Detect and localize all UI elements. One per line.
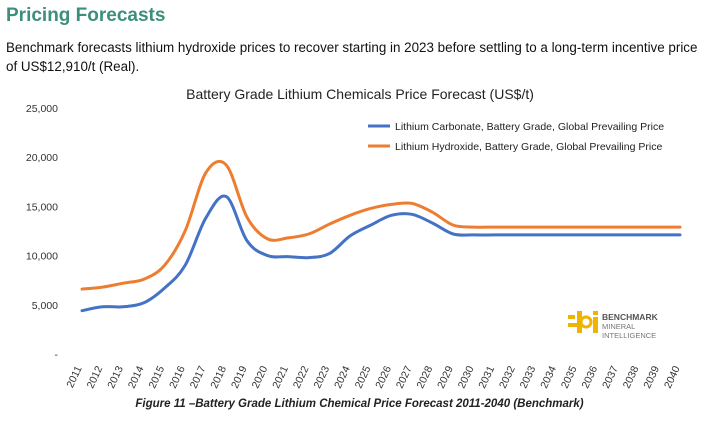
legend-label: Lithium Carbonate, Battery Grade, Global… (395, 121, 664, 133)
series-line (80, 194, 682, 313)
logo-line-3: INTELLIGENCE (602, 331, 656, 340)
x-tick-label: 2013 (105, 364, 126, 390)
x-tick-label: 2036 (579, 364, 600, 390)
x-tick-label: 2026 (373, 364, 394, 390)
y-tick-label: 5,000 (32, 300, 58, 312)
x-tick-label: 2025 (353, 364, 374, 390)
x-tick-label: 2016 (167, 364, 188, 390)
x-tick-label: 2033 (518, 364, 539, 390)
logo-line-1: BENCHMARK (602, 312, 659, 322)
x-tick-label: 2030 (456, 364, 477, 390)
x-tick-label: 2023 (311, 364, 332, 390)
x-tick-label: 2039 (641, 364, 662, 390)
x-tick-label: 2040 (662, 364, 683, 390)
page-subtitle: Benchmark forecasts lithium hydroxide pr… (6, 40, 698, 74)
x-tick-label: 2024 (332, 364, 353, 390)
x-axis: 2011 2012 2013 2014 2015 2016 2017 2018 2019 2020… (64, 364, 682, 390)
x-tick-label: 2019 (229, 364, 250, 390)
x-tick-label: 2021 (270, 364, 291, 390)
x-tick-label: 2017 (188, 364, 209, 390)
x-tick-label: 2015 (146, 364, 167, 390)
x-tick-label: 2029 (435, 364, 456, 390)
logo-line-2: MINERAL (602, 322, 635, 331)
series-line (80, 159, 682, 291)
figure-caption: Figure 11 –Battery Grade Lithium Chemica… (135, 398, 584, 410)
x-tick-label: 2020 (250, 364, 271, 390)
legend: Lithium Carbonate, Battery Grade, Global… (368, 121, 664, 153)
benchmark-logo-icon (568, 311, 598, 333)
x-tick-label: 2011 (64, 364, 84, 390)
y-tick-label: 20,000 (26, 152, 58, 164)
y-tick-label: 10,000 (26, 251, 58, 263)
x-tick-label: 2037 (600, 364, 621, 390)
legend-label: Lithium Hydroxide, Battery Grade, Global… (395, 141, 662, 153)
x-tick-label: 2031 (476, 364, 497, 390)
y-axis: - 5,000 10,000 15,000 20,000 25,000 (26, 103, 59, 361)
chart-title: Battery Grade Lithium Chemicals Price Fo… (186, 86, 534, 102)
x-tick-label: 2012 (85, 364, 106, 390)
x-tick-label: 2035 (559, 364, 580, 390)
x-tick-label: 2032 (497, 364, 518, 390)
x-tick-label: 2022 (291, 364, 312, 390)
benchmark-logo: BENCHMARK MINERAL INTELLIGENCE (568, 311, 659, 340)
x-tick-label: 2027 (394, 364, 415, 390)
series-lines (80, 159, 682, 313)
price-forecast-chart: Battery Grade Lithium Chemicals Price Fo… (26, 86, 683, 390)
page-heading: Pricing Forecasts (6, 5, 166, 26)
x-tick-label: 2014 (126, 364, 147, 390)
x-tick-label: 2018 (208, 364, 229, 390)
y-tick-label: 15,000 (26, 201, 58, 213)
x-tick-label: 2034 (538, 364, 559, 390)
y-tick-label: 25,000 (26, 103, 58, 115)
y-tick-label: - (55, 349, 59, 361)
x-tick-label: 2028 (415, 364, 436, 390)
x-tick-label: 2038 (621, 364, 642, 390)
